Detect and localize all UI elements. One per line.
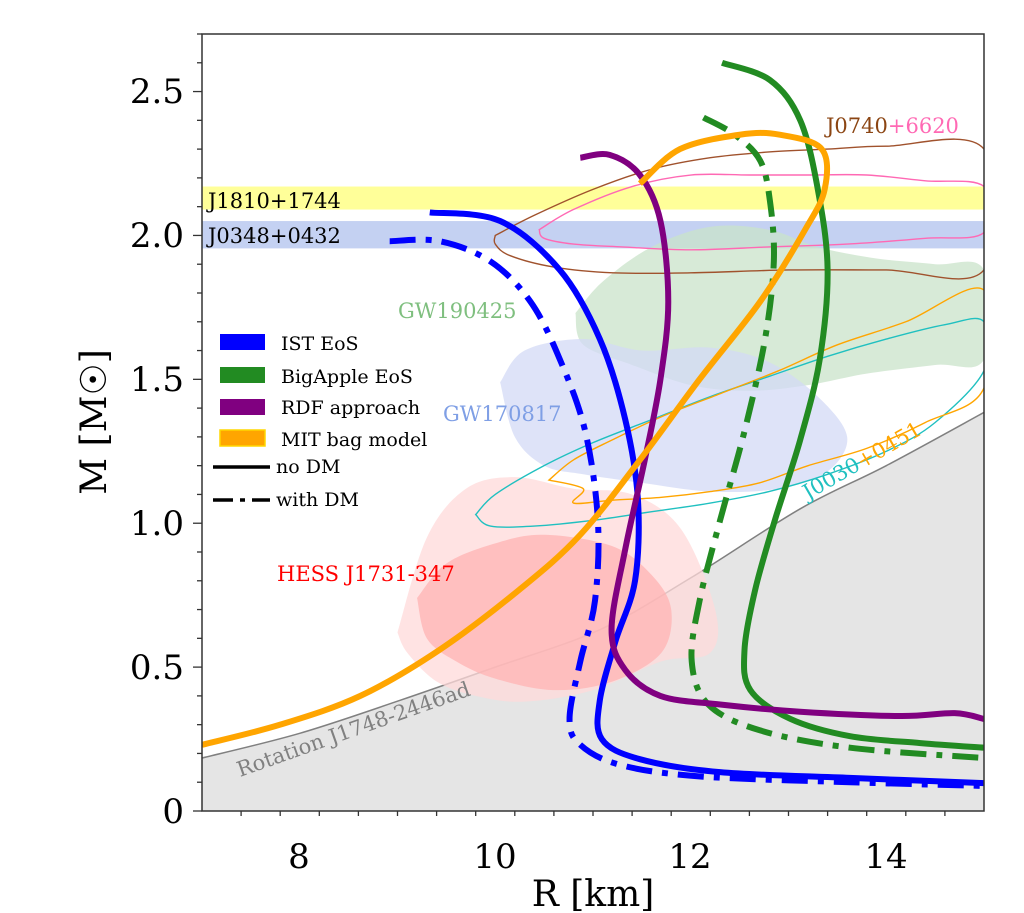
annotation-j0740-a: J0740 xyxy=(824,114,888,138)
annotation-hess: HESS J1731-347 xyxy=(277,562,455,586)
annotation-gw190425: GW190425 xyxy=(398,299,517,323)
legend-swatch-mit xyxy=(219,429,266,447)
legend-swatch-ist xyxy=(220,334,265,350)
series-mit-bag-model-no-dm xyxy=(202,129,831,748)
x-tick-label-8: 8 xyxy=(288,837,310,877)
legend-label-withdm: with DM xyxy=(276,489,359,511)
contour-j0030-0451-cyan xyxy=(474,317,984,528)
x-tick-label-12: 12 xyxy=(668,837,711,877)
series-rdf-approach-no-dm xyxy=(579,151,984,722)
legend-swatch-bigapple xyxy=(220,367,265,383)
annotation-j0348: J0348+0432 xyxy=(206,224,341,248)
y-tick-label-2-0: 2.0 xyxy=(130,216,184,256)
series-layer xyxy=(202,59,984,789)
legend-label-ist: IST EoS xyxy=(281,333,359,355)
ticks-layer xyxy=(193,33,946,816)
series-ist-eos-no-dm xyxy=(429,209,984,787)
y-tick-label-2-5: 2.5 xyxy=(130,72,184,112)
x-axis-label: R [km] xyxy=(532,874,655,913)
x-tick-label-14: 14 xyxy=(864,837,907,877)
y-tick-label-0: 0 xyxy=(162,792,184,832)
legend-label-bigapple: BigApple EoS xyxy=(281,366,413,388)
contour-j0740-6620-inner xyxy=(538,173,984,251)
x-tick-labels: 8 10 12 14 xyxy=(288,837,907,877)
legend-swatch-rdf xyxy=(220,399,265,415)
legend-label-rdf: RDF approach xyxy=(281,397,420,419)
y-tick-label-1-0: 1.0 xyxy=(130,504,184,544)
annotation-j1810: J1810+1744 xyxy=(206,189,341,213)
y-tick-labels: 0 0.5 1.0 1.5 2.0 2.5 xyxy=(130,72,184,832)
series-bigapple-eos-no-dm xyxy=(721,59,984,751)
y-axis-label: M [M☉] xyxy=(74,349,115,495)
y-tick-label-1-5: 1.5 xyxy=(130,360,184,400)
legend-label-nodm: no DM xyxy=(276,456,340,478)
region-hess-j1731-347-inner xyxy=(417,534,672,691)
legend: IST EoS BigApple EoS RDF approach MIT ba… xyxy=(213,333,427,511)
annotation-gw170817: GW170817 xyxy=(443,402,562,426)
x-tick-label-10: 10 xyxy=(473,837,516,877)
series-ist-eos-with-dm xyxy=(389,236,984,789)
y-tick-label-0-5: 0.5 xyxy=(130,648,184,688)
annotation-j0740-b: +6620 xyxy=(888,114,959,138)
series-bigapple-eos-with-dm xyxy=(688,114,984,762)
legend-label-mit: MIT bag model xyxy=(281,429,427,451)
band-j1810-1744 xyxy=(202,186,984,210)
annotation-j0740: J0740+6620 xyxy=(824,114,959,138)
